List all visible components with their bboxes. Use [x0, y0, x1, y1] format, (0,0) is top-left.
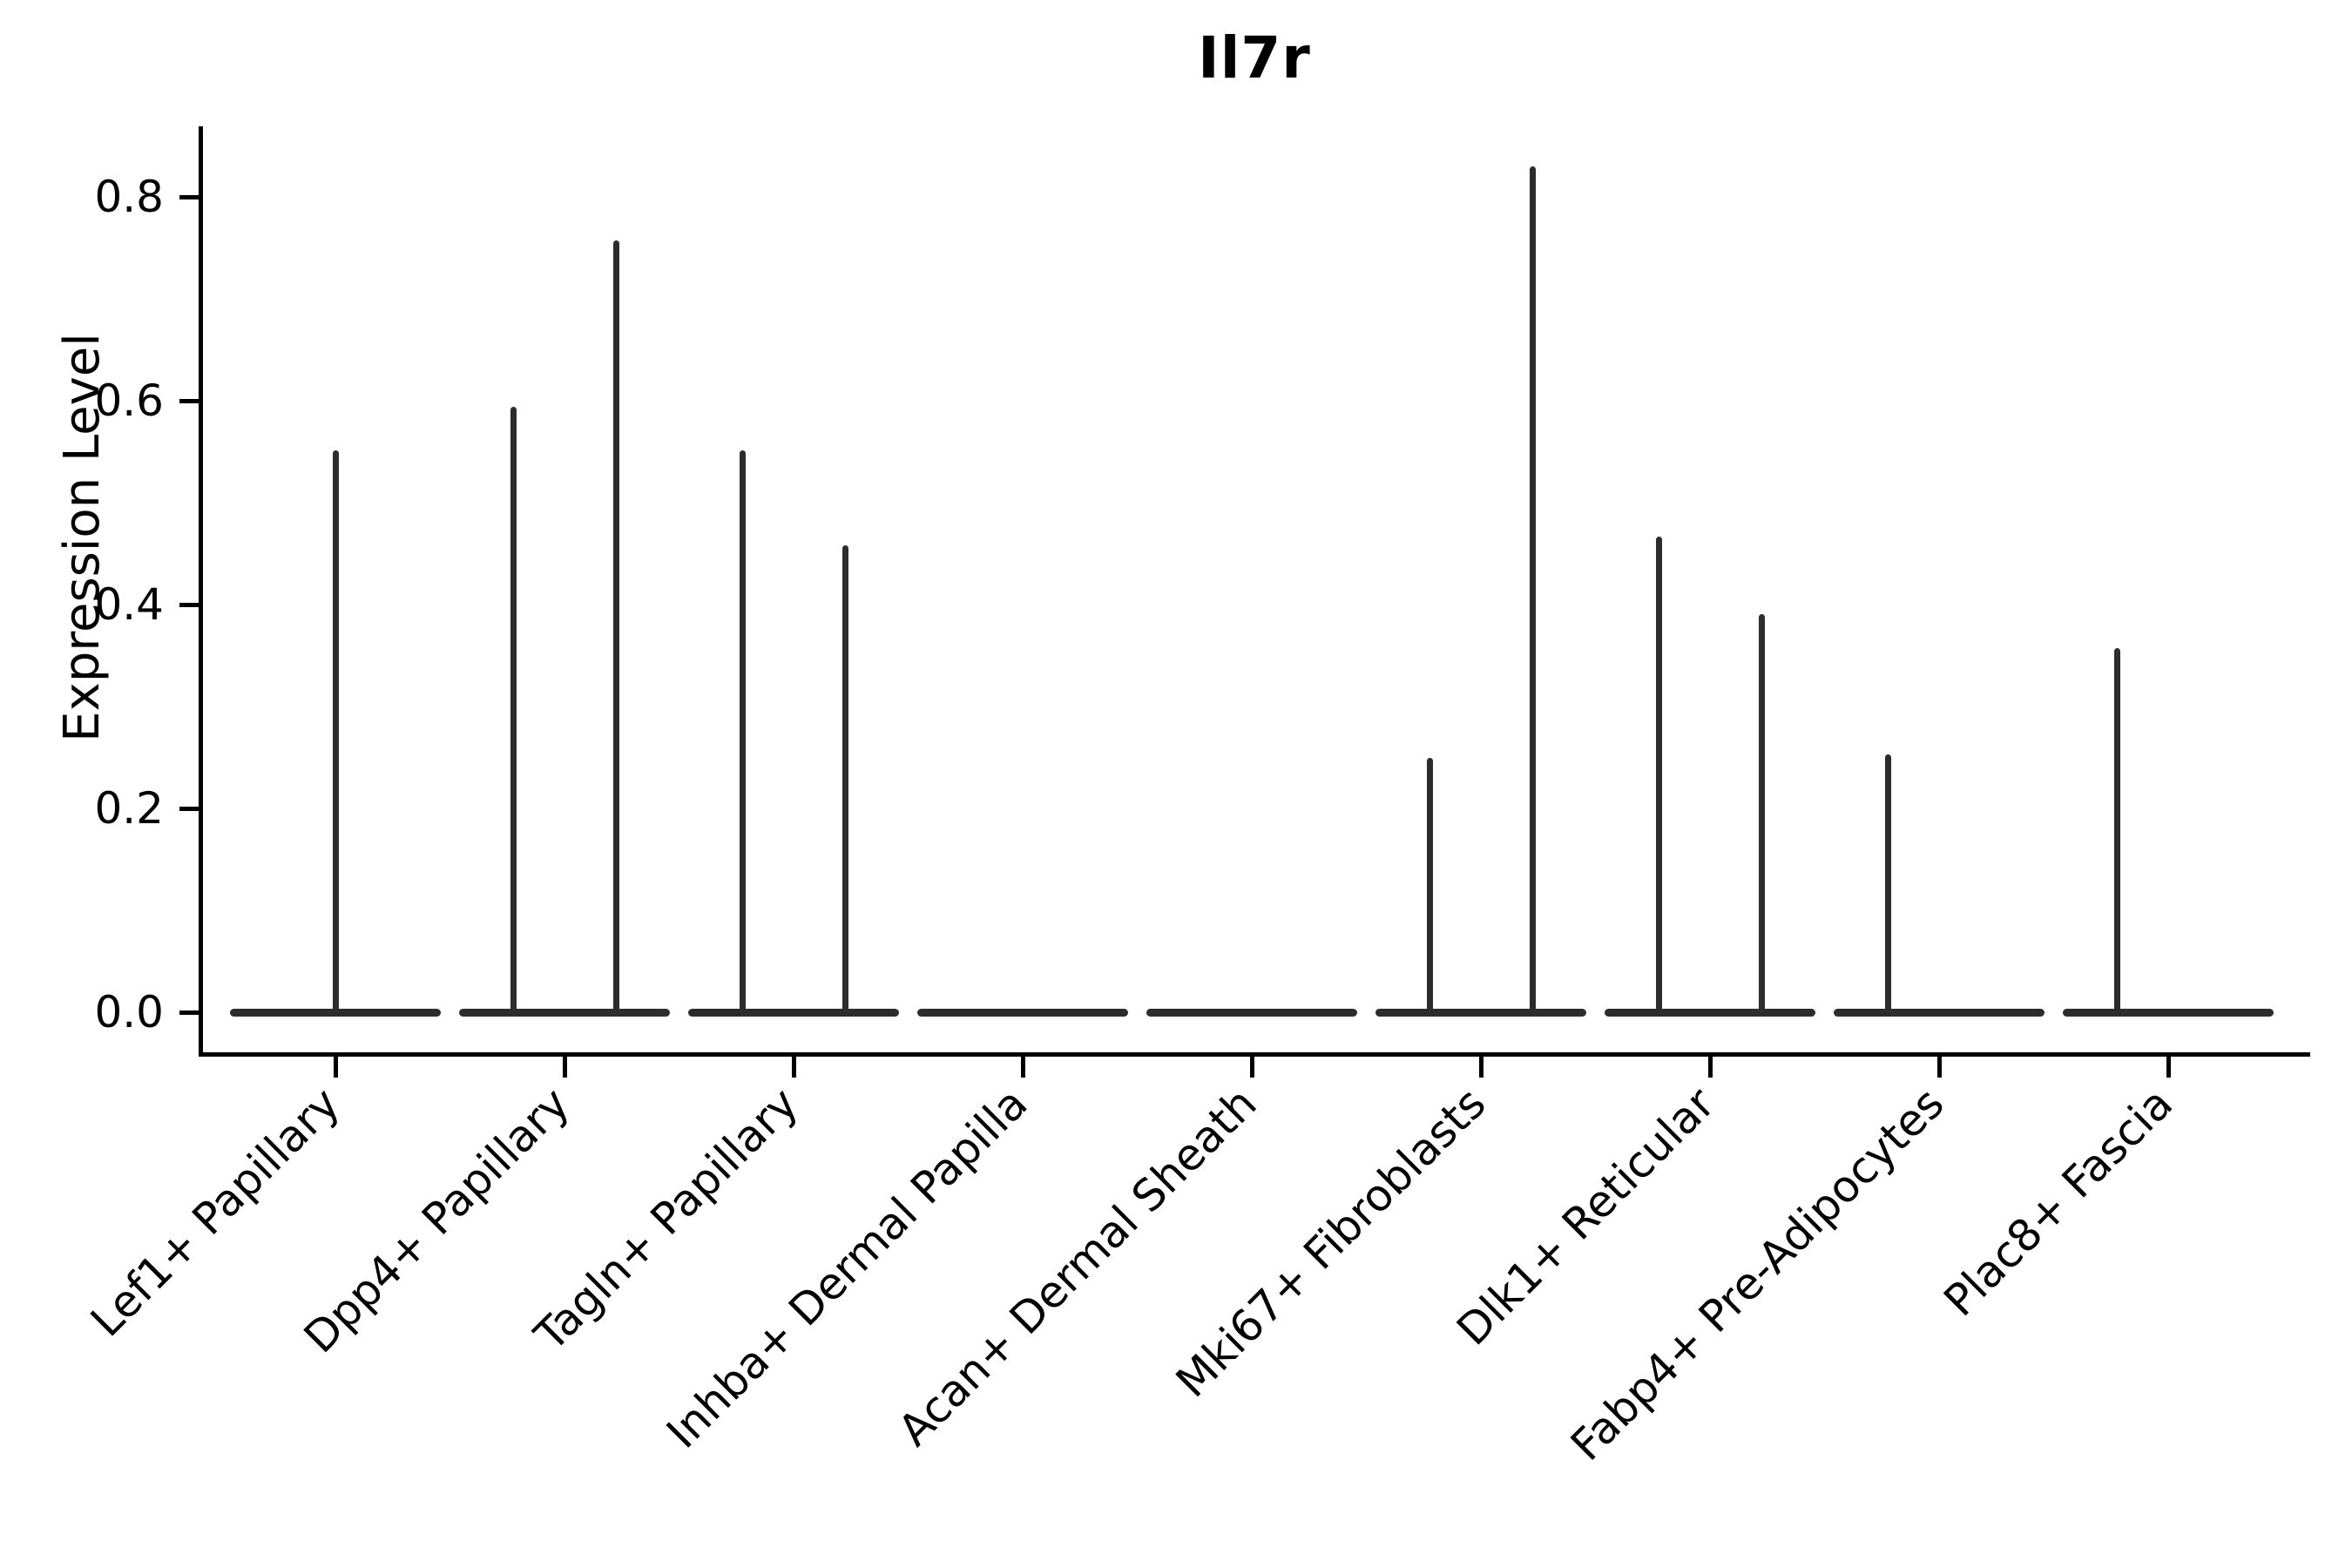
y-axis-label: Expression Level — [54, 333, 111, 742]
x-tick — [1020, 1057, 1025, 1078]
y-tick-label: 0.2 — [94, 783, 164, 834]
violin-spike — [2113, 648, 2120, 1014]
x-tick — [1478, 1057, 1484, 1078]
x-tick — [1249, 1057, 1254, 1078]
violin-spike — [1655, 536, 1662, 1014]
y-tick-label: 0.8 — [94, 172, 164, 222]
violin-base — [1605, 1008, 1815, 1017]
x-tick-label: Fabp4+ Pre-Adipocytes — [1561, 1078, 1954, 1470]
violin-spike — [332, 450, 339, 1014]
y-tick — [179, 194, 199, 199]
violin-base — [2063, 1008, 2274, 1017]
y-tick-label: 0.4 — [94, 579, 164, 630]
x-tick — [1707, 1057, 1713, 1078]
violin-spike — [612, 240, 619, 1014]
x-tick — [562, 1057, 567, 1078]
x-tick — [1936, 1057, 1942, 1078]
violin-spike — [1426, 757, 1433, 1014]
violin-spike — [841, 545, 848, 1014]
y-tick — [179, 806, 199, 811]
violin-spike — [510, 407, 517, 1014]
violin-spike — [1758, 613, 1765, 1014]
violin-base — [917, 1008, 1128, 1017]
y-tick — [179, 398, 199, 403]
x-axis-spine — [199, 1052, 2310, 1057]
y-axis-spine — [199, 126, 203, 1057]
chart-title: Il7r — [1198, 24, 1311, 91]
y-tick — [179, 1010, 199, 1015]
x-tick — [791, 1057, 796, 1078]
y-tick — [179, 602, 199, 607]
violin-base — [459, 1008, 670, 1017]
x-tick-label: Lef1+ Papillary — [81, 1078, 350, 1347]
violin-base — [1834, 1008, 2044, 1017]
y-tick-label: 0.0 — [94, 987, 164, 1037]
x-tick — [2166, 1057, 2171, 1078]
violin-base — [688, 1008, 899, 1017]
x-tick — [333, 1057, 338, 1078]
y-tick-label: 0.6 — [94, 375, 164, 426]
x-tick-label: Plac8+ Fascia — [1934, 1078, 2183, 1327]
violin-spike — [1884, 754, 1891, 1014]
violin-spike — [739, 450, 746, 1014]
violin-base — [1146, 1008, 1357, 1017]
violin-spike — [1529, 166, 1536, 1014]
violin-base — [1375, 1008, 1586, 1017]
